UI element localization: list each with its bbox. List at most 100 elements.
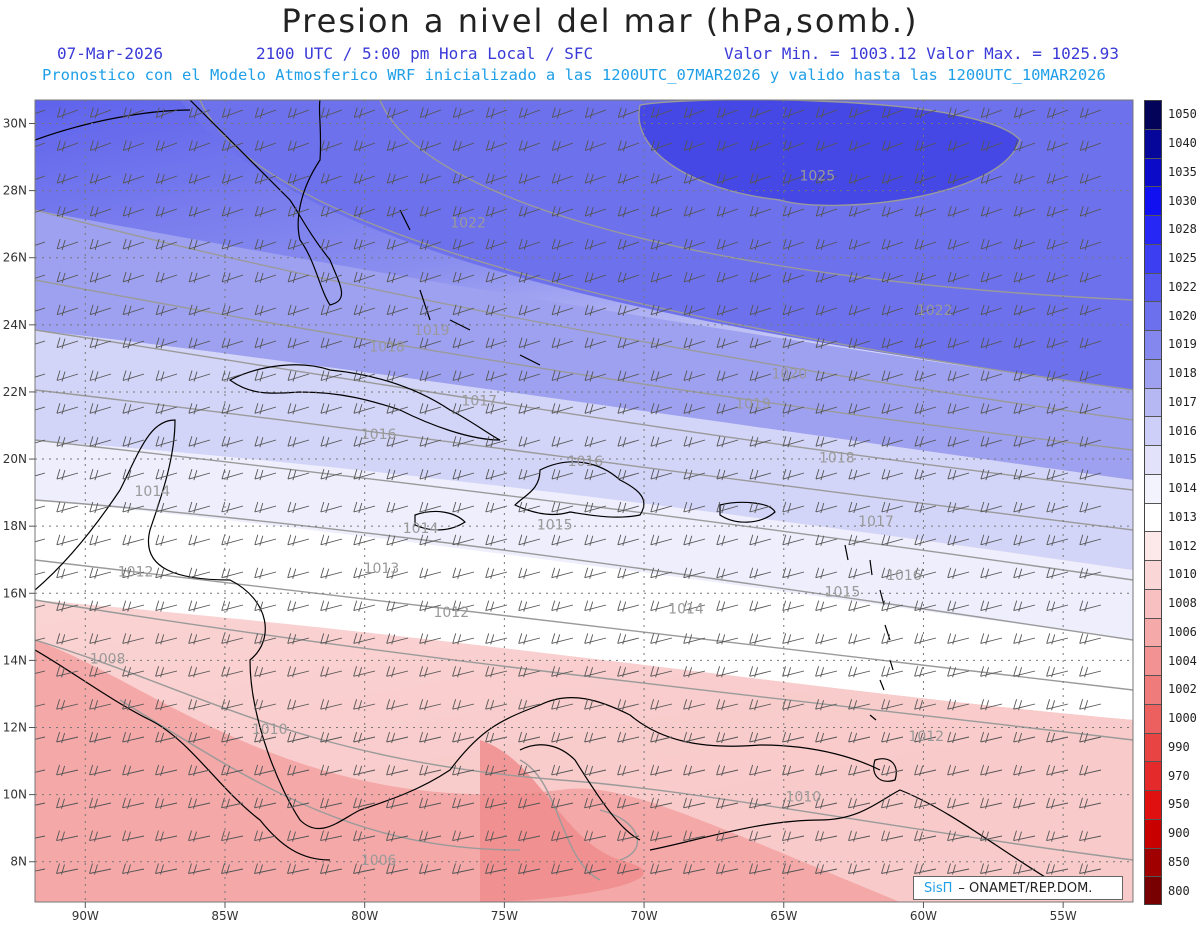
coast-florida: [189, 100, 343, 306]
lat-label-10N: 10N: [3, 788, 27, 802]
coast-cuba: [228, 364, 501, 441]
isobar-label: 1010: [786, 789, 822, 805]
colorbar-cell: [1144, 531, 1162, 560]
lat-label-18N: 18N: [3, 519, 27, 533]
forecast-time: 2100 UTC / 5:00 pm Hora Local / SFC: [256, 44, 594, 63]
colorbar-label: 1002: [1168, 682, 1197, 697]
isobar-label: 1019: [735, 397, 771, 413]
colorbar-label: 1004: [1168, 653, 1197, 668]
colorbar-cell: [1144, 588, 1162, 618]
isobar-label: 1013: [364, 561, 400, 577]
colorbar-label: 1006: [1168, 624, 1197, 639]
colorbar-cell: [1144, 445, 1162, 474]
colorbar-label: 1018: [1168, 366, 1197, 381]
lat-label-28N: 28N: [3, 184, 27, 198]
graticule: [35, 100, 1133, 902]
isobar-label: 1016: [361, 427, 397, 443]
colorbar-cell: [1144, 560, 1162, 589]
lat-label-24N: 24N: [3, 318, 27, 332]
isobar-label: 1008: [90, 652, 126, 668]
colorbar-cell: [1144, 186, 1162, 215]
band-1016: [35, 330, 1133, 570]
colorbar-cell: [1144, 330, 1162, 359]
colorbar-cell: [1144, 790, 1162, 819]
coast-central-america: [35, 419, 881, 830]
isobar-label: 1022: [917, 303, 953, 319]
colorbar-cell: [1144, 157, 1162, 187]
colorbar-label: 1028: [1168, 222, 1197, 237]
colorbar-cell: [1144, 675, 1162, 704]
colorbar-cell: [1144, 761, 1162, 790]
credit-org: – ONAMET/REP.DOM.: [958, 880, 1093, 896]
lon-label-60W: 60W: [910, 909, 937, 922]
colorbar-cell: [1144, 502, 1162, 532]
band-1019: [35, 210, 1133, 480]
coast-jamaica: [414, 510, 466, 531]
coast-mexico-pacific: [35, 649, 331, 861]
isobar-label: 1010: [252, 722, 288, 738]
isobar-label: 1014: [403, 521, 439, 537]
colorbar-cell: [1144, 272, 1162, 302]
colorbar-cell: [1144, 358, 1162, 388]
map-axes: 90W 85W 80W 75W 70W 65W 60W 55W 30N 28N 26N 24N 22N 2…: [3, 116, 1077, 922]
isobar-label: 1025: [799, 169, 835, 185]
isobar-label: 1018: [819, 450, 855, 466]
lat-label-30N: 30N: [3, 116, 27, 130]
colorbar-label: 1012: [1168, 538, 1197, 553]
colorbar-label: 970: [1168, 768, 1190, 783]
colorbar-label: 1019: [1168, 337, 1197, 352]
isobar-label: 1012: [118, 565, 154, 581]
coast-bahamas: [399, 209, 541, 366]
colorbar-label: 950: [1168, 797, 1190, 812]
colorbar-cell: [1144, 617, 1162, 647]
isobar-label: 1012: [433, 605, 469, 621]
colorbar-label: 1014: [1168, 481, 1197, 496]
isobar-label: 1019: [414, 323, 450, 339]
isobar-label: 1018: [369, 340, 405, 356]
colorbar-label: 1016: [1168, 423, 1197, 438]
colorbar-cell: [1144, 215, 1162, 244]
colorbar-cell: [1144, 387, 1162, 417]
band-1008: [35, 640, 900, 902]
colorbar-label: 1035: [1168, 164, 1197, 179]
colorbar-cell: [1144, 416, 1162, 445]
colorbar-cell: [1144, 301, 1162, 330]
colorbar-label: 1022: [1168, 279, 1197, 294]
colorbar-label: 1017: [1168, 394, 1197, 409]
lon-label-70W: 70W: [630, 909, 657, 922]
lon-label-55W: 55W: [1050, 909, 1077, 922]
credit-sis: SisΠ: [924, 880, 953, 896]
lon-label-65W: 65W: [770, 909, 797, 922]
colorbar-label: 1008: [1168, 596, 1197, 611]
colorbar-label: 1015: [1168, 452, 1197, 467]
isobar-label: 1017: [461, 393, 497, 409]
colorbar-cell: [1144, 473, 1162, 503]
colorbar-cell: [1144, 128, 1162, 158]
colorbar-cell: [1144, 703, 1162, 733]
isobar-label: 1016: [886, 568, 922, 584]
coast-trinidad: [873, 758, 897, 782]
lat-label-26N: 26N: [3, 251, 27, 265]
lat-label-12N: 12N: [3, 721, 27, 735]
colorbar-label: 1050: [1168, 107, 1197, 122]
band-1013: [35, 500, 1133, 720]
colorbar-label: 990: [1168, 739, 1190, 754]
colorbar-label: 1000: [1168, 711, 1197, 726]
colorbar-cell: [1144, 818, 1162, 848]
colorbar-frame: [1144, 100, 1162, 905]
min-max-values: Valor Min. = 1003.12 Valor Max. = 1025.9…: [724, 44, 1119, 63]
wind-barbs: [35, 107, 1102, 875]
isobar-label: 1015: [537, 518, 573, 534]
colorbar-label: 1040: [1168, 136, 1197, 151]
lon-label-75W: 75W: [491, 909, 518, 922]
pressure-colorbar: 1050 1040 1035 1030 1028 1025 1022 1020 1019 1018…: [1144, 100, 1200, 905]
isobar-label: 1017: [858, 514, 894, 530]
colorbar-label: 1013: [1168, 509, 1197, 524]
isobar-label: 1006: [361, 853, 397, 869]
isobar-label: 1012: [908, 729, 944, 745]
lon-label-90W: 90W: [72, 909, 99, 922]
colorbar-cell: [1144, 646, 1162, 675]
band-1025: [638, 100, 1020, 206]
colorbar-label: 1010: [1168, 567, 1197, 582]
lat-label-8N: 8N: [10, 855, 27, 869]
